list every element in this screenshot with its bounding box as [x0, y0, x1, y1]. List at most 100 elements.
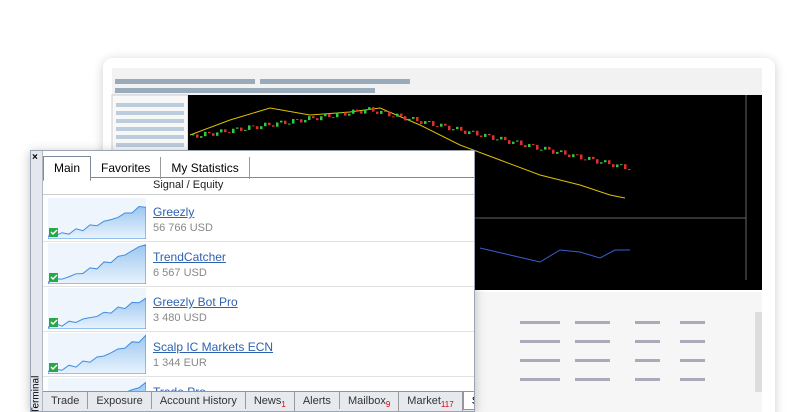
candle	[220, 129, 223, 133]
bottom-tab[interactable]: Trade	[43, 392, 89, 409]
candle	[432, 121, 435, 126]
bottom-tab-label: Mailbox	[347, 395, 386, 407]
bottom-tab-label: Signals	[472, 395, 474, 407]
market-watch-rows	[116, 103, 184, 147]
candle	[420, 121, 423, 124]
equity-curve	[47, 244, 147, 285]
candle	[280, 120, 283, 123]
bottom-tab[interactable]: Signals	[462, 392, 474, 410]
candle	[292, 119, 295, 124]
candle	[624, 164, 627, 170]
bottom-tab[interactable]: Market117	[399, 392, 463, 411]
candle	[324, 113, 327, 117]
signal-name[interactable]: Greezly Bot Pro	[153, 295, 238, 309]
check-mark	[50, 274, 58, 280]
candle	[484, 133, 487, 137]
candle	[388, 111, 391, 117]
candle	[228, 132, 231, 134]
equity-thumbnail	[47, 333, 147, 375]
signal-name[interactable]: Scalp IC Markets ECN	[153, 340, 274, 354]
candle	[480, 135, 483, 137]
candle	[348, 113, 351, 116]
candle	[540, 149, 543, 151]
candle	[600, 162, 603, 164]
candle	[572, 154, 575, 158]
candle	[192, 134, 195, 136]
candle	[212, 133, 215, 136]
candle	[424, 121, 427, 124]
terminal-table	[475, 292, 762, 412]
candle	[520, 140, 523, 146]
candle	[384, 110, 387, 112]
candle	[368, 107, 371, 111]
check-mark	[50, 319, 58, 325]
signal-amount: 3 480 USD	[153, 312, 207, 324]
signal-row: Greezly Bot Pro 3 480 USD	[43, 286, 474, 332]
candle	[232, 128, 235, 134]
check-icon	[49, 273, 58, 282]
candle	[628, 169, 631, 171]
candle	[620, 164, 623, 166]
candle	[296, 119, 299, 121]
candle	[476, 130, 479, 136]
bottom-tab[interactable]: Exposure	[88, 392, 152, 409]
candle	[500, 136, 503, 140]
candle	[524, 145, 527, 148]
signal-row: Scalp IC Markets ECN 1 344 EUR	[43, 331, 474, 377]
scrollbar	[755, 312, 762, 392]
signal-amount: 56 766 USD	[153, 222, 213, 234]
bottom-tab[interactable]: News1	[246, 392, 295, 411]
candle	[408, 118, 411, 121]
tab[interactable]: Main	[43, 156, 92, 181]
candle	[248, 125, 251, 130]
tab-badge: 9	[385, 400, 391, 409]
candle	[196, 134, 199, 138]
candle	[444, 123, 447, 126]
bottom-tab[interactable]: Alerts	[295, 392, 340, 409]
tab[interactable]: Favorites	[91, 157, 162, 179]
candle	[208, 131, 211, 134]
candle	[612, 164, 615, 168]
candle	[556, 151, 559, 154]
header-divider	[43, 194, 474, 195]
candle	[436, 125, 439, 127]
candle	[532, 144, 535, 146]
candle	[588, 156, 591, 160]
bottom-tab-label: Exposure	[96, 395, 143, 407]
candle	[608, 160, 611, 165]
candle	[428, 121, 431, 123]
equity-area	[47, 297, 147, 330]
equity-area	[47, 333, 147, 375]
candle	[256, 126, 259, 130]
candle	[380, 110, 383, 114]
signal-row: Greezly 56 766 USD	[43, 196, 474, 242]
signal-name[interactable]: Greezly	[153, 205, 195, 219]
tab[interactable]: My Statistics	[161, 157, 250, 179]
candle	[496, 139, 499, 141]
candle	[492, 135, 495, 141]
indicator-line	[479, 247, 630, 263]
candle	[528, 144, 531, 148]
signals-panel: × Terminal Main Favorites My Statistics Si…	[30, 150, 475, 412]
bottom-tab[interactable]: Account History	[152, 392, 246, 409]
bottom-tab-label: Trade	[51, 395, 80, 407]
candle	[300, 119, 303, 123]
tab-badge: 117	[440, 400, 454, 409]
candle	[260, 126, 263, 130]
close-button[interactable]: ×	[32, 152, 38, 163]
signal-name[interactable]: TrendCatcher	[153, 250, 226, 264]
bottom-tab[interactable]: Mailbox9	[340, 392, 400, 411]
candle	[340, 112, 343, 114]
moving-average	[189, 107, 626, 199]
check-mark	[50, 364, 58, 370]
equity-thumbnail	[47, 288, 147, 330]
candle	[328, 113, 331, 118]
signal-row: TrendCatcher 6 567 USD	[43, 241, 474, 287]
candle	[236, 127, 239, 129]
equity-thumbnail	[47, 243, 147, 285]
candle	[320, 116, 323, 121]
equity-area	[47, 244, 147, 285]
candle	[616, 164, 619, 168]
bottom-tab-label: Account History	[159, 395, 237, 407]
